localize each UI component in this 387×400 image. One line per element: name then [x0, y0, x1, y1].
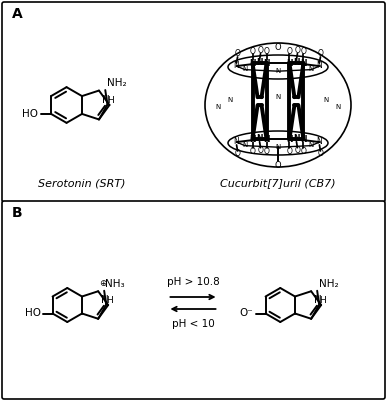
Text: N: N	[263, 59, 270, 68]
Text: O: O	[250, 147, 255, 156]
Text: H: H	[319, 296, 326, 305]
Text: O: O	[264, 147, 269, 156]
Text: N: N	[101, 295, 109, 305]
Text: N: N	[336, 104, 341, 110]
FancyBboxPatch shape	[2, 201, 385, 399]
Text: N: N	[276, 94, 281, 100]
Text: N: N	[293, 58, 300, 67]
Text: O: O	[258, 46, 264, 55]
Text: pH > 10.8: pH > 10.8	[167, 277, 219, 287]
Text: O: O	[235, 150, 240, 158]
FancyBboxPatch shape	[2, 2, 385, 202]
Text: N: N	[256, 134, 263, 143]
Text: H: H	[106, 296, 113, 305]
Text: N: N	[276, 144, 281, 150]
Text: N: N	[227, 97, 232, 103]
Text: HO: HO	[22, 109, 38, 119]
Text: N: N	[324, 97, 329, 103]
Text: N: N	[308, 142, 314, 148]
Text: N: N	[300, 59, 307, 68]
Text: NH₂: NH₂	[319, 279, 339, 289]
Text: N: N	[102, 95, 110, 105]
Text: H: H	[107, 96, 114, 105]
Text: O: O	[317, 150, 324, 158]
Text: N: N	[314, 295, 322, 305]
Text: O: O	[300, 147, 307, 156]
Text: ⊕: ⊕	[99, 279, 107, 288]
Text: N: N	[317, 62, 322, 70]
Text: N: N	[286, 59, 293, 68]
Text: N: N	[234, 138, 240, 146]
Text: O: O	[295, 46, 300, 55]
Text: O: O	[300, 47, 307, 56]
Text: N: N	[300, 135, 307, 144]
Text: A: A	[12, 7, 23, 21]
Text: N: N	[276, 68, 281, 74]
Text: O: O	[250, 47, 255, 56]
Text: HO: HO	[24, 308, 41, 318]
Text: N: N	[293, 134, 300, 143]
Text: O: O	[275, 160, 281, 170]
Text: N: N	[317, 138, 322, 146]
Text: O: O	[317, 50, 324, 58]
Text: pH < 10: pH < 10	[171, 319, 214, 329]
Text: N: N	[286, 135, 293, 144]
Text: N: N	[242, 142, 247, 148]
Text: Serotonin (SRT): Serotonin (SRT)	[38, 178, 126, 188]
Text: O: O	[295, 146, 300, 155]
Text: O: O	[235, 50, 240, 58]
Text: NH₃: NH₃	[105, 279, 125, 289]
Text: O: O	[264, 47, 269, 56]
Text: O: O	[286, 47, 292, 56]
Text: N: N	[242, 66, 247, 72]
Text: N: N	[249, 135, 256, 144]
Text: N: N	[256, 58, 263, 67]
Text: N: N	[249, 59, 256, 68]
Text: O: O	[258, 146, 264, 155]
Text: O⁻: O⁻	[240, 308, 253, 318]
Text: O: O	[286, 147, 292, 156]
Text: N: N	[215, 104, 220, 110]
Text: N: N	[263, 135, 270, 144]
Text: NH₂: NH₂	[107, 78, 127, 88]
Text: N: N	[308, 66, 314, 72]
Text: N: N	[234, 62, 240, 70]
Text: Cucurbit[7]uril (CB7): Cucurbit[7]uril (CB7)	[220, 178, 336, 188]
Text: B: B	[12, 206, 22, 220]
Text: O: O	[275, 42, 281, 52]
